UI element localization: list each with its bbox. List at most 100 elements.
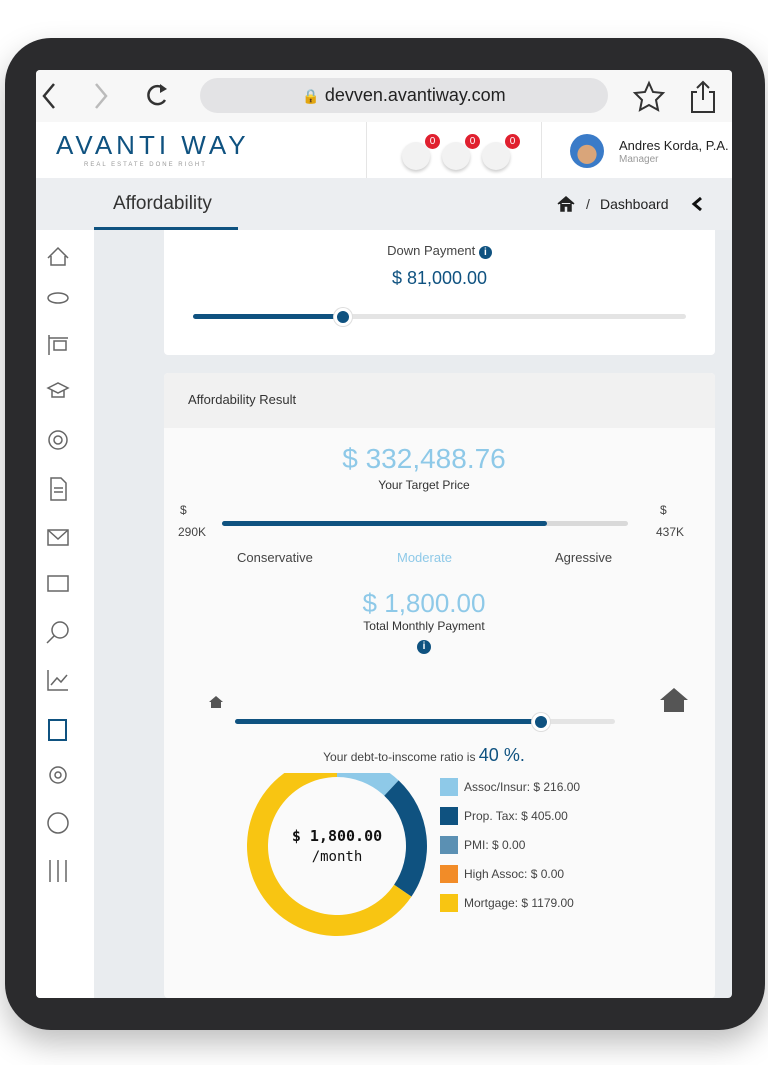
legend-swatch bbox=[440, 807, 458, 825]
level-conservative: Conservative bbox=[237, 550, 313, 565]
app-header: AVANTI WAY REAL ESTATE DONE RIGHT 0 0 0 … bbox=[36, 122, 732, 179]
badge: 0 bbox=[425, 134, 440, 149]
max-price: 437K bbox=[656, 525, 685, 539]
legend-label: Mortgage: $ 1179.00 bbox=[464, 896, 574, 910]
forward-button[interactable] bbox=[95, 83, 108, 109]
browser-bar: 🔒 devven.avantiway.com bbox=[36, 70, 732, 122]
info-icon[interactable]: i bbox=[417, 640, 431, 654]
nav-calculator[interactable] bbox=[48, 719, 67, 741]
nav-mail[interactable] bbox=[47, 529, 69, 546]
divider bbox=[541, 122, 542, 178]
back-button[interactable] bbox=[42, 83, 55, 109]
donut-center-amount: $ 1,800.00 bbox=[292, 827, 382, 845]
user-role: Manager bbox=[619, 154, 659, 165]
down-payment-card: Down Payment i $ 81,000.00 bbox=[164, 230, 715, 355]
screen: 🔒 devven.avantiway.com AVANTI WAY REAL E… bbox=[36, 70, 732, 998]
result-card: Affordability Result $ 332,488.76 Your T… bbox=[164, 373, 715, 998]
nav-filters[interactable] bbox=[49, 860, 67, 882]
page-title: Affordability bbox=[113, 193, 212, 214]
legend-swatch bbox=[440, 894, 458, 912]
nav-goals-inner bbox=[53, 435, 63, 445]
legend-swatch bbox=[440, 836, 458, 854]
dti-value: 40 %. bbox=[478, 745, 525, 765]
level-agressive: Agressive bbox=[555, 550, 613, 565]
donut-segment bbox=[384, 780, 427, 897]
info-icon[interactable]: i bbox=[478, 246, 492, 259]
browser-icons bbox=[42, 80, 715, 113]
dti-slider-knob[interactable] bbox=[532, 713, 550, 731]
bookmark-star[interactable] bbox=[632, 80, 666, 112]
reload-arrow bbox=[160, 84, 167, 93]
dti-text: Your debt-to-inscome ratio is bbox=[323, 750, 476, 764]
sidebar bbox=[36, 230, 94, 998]
nav-reports[interactable] bbox=[47, 670, 68, 691]
monthly-payment: $ 1,800.00 bbox=[362, 588, 486, 618]
min-currency: $ bbox=[180, 503, 187, 517]
nav-deals[interactable] bbox=[47, 292, 69, 304]
result-title: Affordability Result bbox=[188, 392, 297, 407]
messages-button[interactable] bbox=[442, 142, 470, 170]
nav-settings[interactable] bbox=[49, 766, 67, 784]
donut-segment bbox=[247, 773, 412, 936]
monthly-payment-label: Total Monthly Payment bbox=[363, 619, 485, 633]
legend-label: High Assoc: $ 0.00 bbox=[464, 867, 564, 881]
tasks-button[interactable] bbox=[402, 142, 430, 170]
nav-finance[interactable] bbox=[47, 812, 69, 834]
target-price: $ 332,488.76 bbox=[342, 443, 506, 474]
home-icon[interactable] bbox=[556, 195, 576, 213]
reload-button[interactable] bbox=[147, 84, 167, 106]
user-name[interactable]: Andres Korda, P.A. bbox=[619, 138, 729, 153]
title-bar: Affordability / Dashboard bbox=[36, 178, 732, 230]
result-header bbox=[164, 373, 715, 428]
slider-fill bbox=[193, 314, 343, 319]
nav-documents[interactable] bbox=[50, 477, 67, 501]
url-bar[interactable]: 🔒 devven.avantiway.com bbox=[200, 78, 608, 113]
price-range-fill bbox=[222, 521, 547, 526]
slider-knob[interactable] bbox=[334, 308, 352, 326]
legend-swatch bbox=[440, 865, 458, 883]
badge: 0 bbox=[505, 134, 520, 149]
logo-tagline: REAL ESTATE DONE RIGHT bbox=[84, 162, 207, 168]
nav-settings-inner bbox=[54, 771, 62, 779]
nav-goals[interactable] bbox=[48, 430, 68, 450]
dti-line: Your debt-to-inscome ratio is 40 %. bbox=[164, 745, 684, 766]
max-currency: $ bbox=[660, 503, 667, 517]
dti-slider-fill bbox=[235, 719, 540, 724]
down-payment-label-text: Down Payment bbox=[387, 243, 476, 258]
nav-mail-flap bbox=[47, 529, 69, 541]
down-payment-amount: $ 81,000.00 bbox=[391, 268, 488, 288]
divider bbox=[366, 122, 367, 178]
legend-swatch bbox=[440, 778, 458, 796]
nav-training[interactable] bbox=[46, 382, 70, 398]
nav-home[interactable] bbox=[47, 246, 69, 266]
nav-listings[interactable] bbox=[48, 335, 68, 355]
badge: 0 bbox=[465, 134, 480, 149]
nav-contacts[interactable] bbox=[47, 575, 69, 592]
donut-center-unit: /month bbox=[312, 849, 363, 865]
avatar[interactable] bbox=[570, 134, 604, 168]
title-underline bbox=[94, 227, 238, 230]
legend-label: Prop. Tax: $ 405.00 bbox=[464, 809, 568, 823]
legend-label: PMI: $ 0.00 bbox=[464, 838, 526, 852]
lock-icon: 🔒 bbox=[302, 88, 320, 104]
donut-segment bbox=[337, 773, 399, 796]
notifications-button[interactable] bbox=[482, 142, 510, 170]
small-house-icon bbox=[209, 696, 223, 708]
payment-donut: $ 1,800.00 /month Assoc/Insur: $ 216.00 P… bbox=[247, 773, 580, 936]
url-text: devven.avantiway.com bbox=[324, 85, 506, 105]
collapse-button[interactable] bbox=[690, 196, 704, 212]
sidebar-icons bbox=[46, 246, 70, 882]
min-price: 290K bbox=[178, 525, 207, 539]
breadcrumb-separator: / bbox=[586, 196, 590, 212]
logo[interactable]: AVANTI WAY bbox=[56, 130, 250, 160]
large-house-icon bbox=[660, 688, 688, 712]
down-payment-slider[interactable] bbox=[193, 314, 686, 319]
breadcrumb-link[interactable]: Dashboard bbox=[600, 196, 669, 212]
nav-search-handle bbox=[46, 635, 55, 644]
share-button[interactable] bbox=[691, 80, 715, 113]
down-payment-label: Down Payment i bbox=[164, 243, 715, 259]
level-moderate: Moderate bbox=[397, 550, 452, 565]
nav-search[interactable] bbox=[51, 621, 69, 639]
